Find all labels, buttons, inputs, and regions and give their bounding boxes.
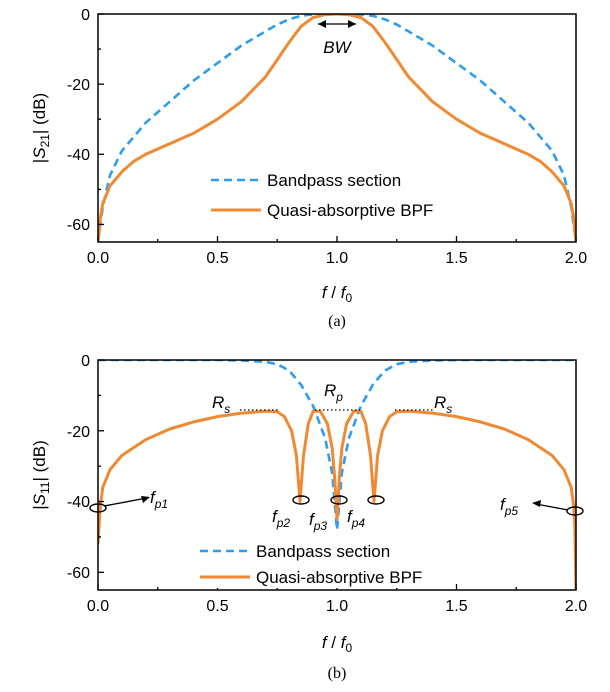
panel-b-ytick-label: -40 — [67, 494, 90, 511]
panel-a-bw-label: BW — [323, 38, 352, 57]
panel-a-legend: Bandpass section Quasi-absorptive BPF — [211, 171, 433, 220]
panel-a-xtick-label: 2.0 — [565, 250, 587, 267]
panel-a-legend-absorptive-label: Quasi-absorptive BPF — [267, 201, 433, 220]
panel-b-rp-label: Rp — [324, 381, 343, 404]
panel-b-curves — [98, 360, 576, 590]
panel-a-ytick-label: -20 — [67, 77, 90, 94]
panel-a-caption: (a) — [328, 313, 346, 330]
panel-b-xtick-label: 0.0 — [87, 598, 109, 615]
pole-marker-fp4 — [367, 495, 385, 505]
panel-a-xtick-label: 1.5 — [445, 250, 467, 267]
panel-b-ytick-label: 0 — [81, 353, 90, 370]
panel-a-x-axis-label: f / f0 — [322, 283, 353, 305]
panel-b-ytick-label: -60 — [67, 565, 90, 582]
panel-a-bandpass-series — [98, 14, 576, 242]
panel-b: 0 -20 -40 -60 0.0 0.5 1.0 1.5 2.0 |S11| … — [30, 353, 587, 682]
panel-b-legend: Bandpass section Quasi-absorptive BPF — [190, 538, 422, 588]
panel-b-fp4-label: fp4 — [347, 507, 365, 530]
pole-marker-fp2 — [292, 495, 310, 505]
panel-b-fp1-label: fp1 — [150, 488, 168, 511]
panel-a-ticks — [97, 13, 577, 242]
panel-b-fp1-arrow — [103, 496, 150, 507]
panel-b-rs-right-label: Rs — [434, 393, 452, 416]
panel-a-ytick-label: -60 — [67, 217, 90, 234]
panel-a-absorptive-series — [98, 14, 576, 242]
panel-b-fp3-label: fp3 — [309, 510, 327, 533]
panel-b-pole-markers — [89, 495, 584, 516]
panel-a-bw-arrow — [318, 20, 356, 28]
panel-b-absorptive-series — [98, 409, 576, 590]
panel-a-curves — [98, 14, 576, 242]
panel-b-legend-absorptive-label: Quasi-absorptive BPF — [256, 568, 422, 587]
panel-b-xtick-label: 2.0 — [565, 598, 587, 615]
panel-a: 0 -20 -40 -60 0.0 0.5 1.0 1.5 2.0 |S21| … — [30, 7, 587, 330]
panel-b-fp5-label: fp5 — [500, 495, 518, 518]
panel-a-ytick-label: -40 — [67, 147, 90, 164]
pole-marker-fp5 — [566, 506, 584, 516]
panel-b-x-axis-label: f / f0 — [322, 633, 353, 655]
pole-marker-fp1 — [89, 503, 107, 513]
panel-b-ytick-label: -20 — [67, 424, 90, 441]
panel-b-bandpass-series — [98, 360, 576, 532]
panel-a-ytick-label: 0 — [81, 7, 90, 24]
panel-b-legend-bandpass-label: Bandpass section — [256, 542, 390, 561]
panel-b-fp5-arrow — [532, 500, 569, 511]
panel-b-xtick-label: 1.0 — [326, 598, 348, 615]
panel-b-fp2-label: fp2 — [272, 507, 290, 530]
panel-a-xtick-label: 0.0 — [87, 250, 109, 267]
panel-b-rs-left-label: Rs — [212, 393, 230, 416]
panel-a-y-axis-label: |S21| (dB) — [30, 93, 52, 163]
panel-a-xtick-label: 0.5 — [206, 250, 228, 267]
panel-b-y-axis-label: |S11| (dB) — [30, 440, 52, 510]
pole-marker-fp3 — [330, 495, 348, 505]
panel-b-xtick-label: 1.5 — [445, 598, 467, 615]
panel-b-caption: (b) — [328, 665, 347, 682]
panel-b-xtick-label: 0.5 — [206, 598, 228, 615]
panel-a-legend-bandpass-label: Bandpass section — [267, 171, 401, 190]
panel-a-xtick-label: 1.0 — [326, 250, 348, 267]
